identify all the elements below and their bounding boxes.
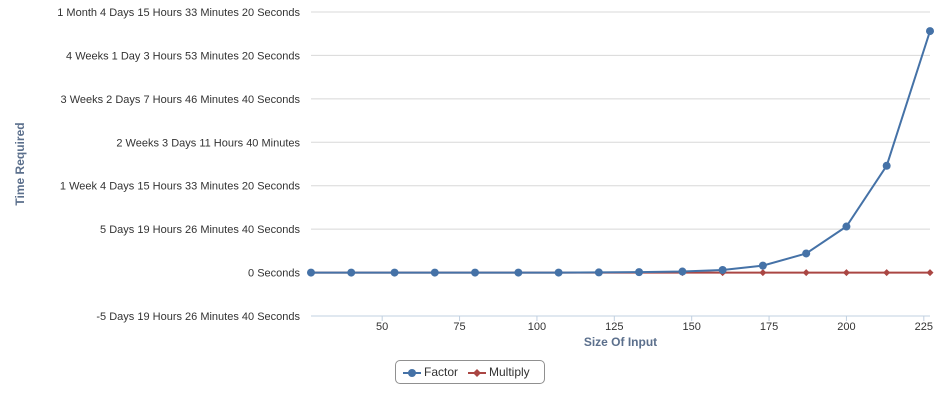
series-factor bbox=[307, 27, 934, 277]
data-point-multiply[interactable] bbox=[759, 269, 767, 277]
data-point-factor[interactable] bbox=[347, 268, 356, 277]
legend: Factor Multiply bbox=[395, 360, 545, 384]
y-axis-title: Time Required bbox=[13, 122, 27, 205]
data-point-multiply[interactable] bbox=[926, 269, 934, 277]
data-point-factor[interactable] bbox=[842, 222, 851, 231]
legend-multiply-label: Multiply bbox=[489, 365, 530, 379]
data-point-factor[interactable] bbox=[802, 249, 811, 258]
y-tick-label: 3 Weeks 2 Days 7 Hours 46 Minutes 40 Sec… bbox=[61, 94, 301, 106]
data-point-factor[interactable] bbox=[307, 268, 315, 277]
data-point-factor[interactable] bbox=[390, 268, 399, 277]
data-point-factor[interactable] bbox=[718, 265, 727, 274]
data-point-multiply[interactable] bbox=[802, 269, 810, 277]
x-tick-label: 225 bbox=[915, 321, 933, 333]
x-tick-label: 200 bbox=[837, 321, 855, 333]
data-point-factor[interactable] bbox=[678, 267, 687, 276]
y-tick-label: 1 Week 4 Days 15 Hours 33 Minutes 20 Sec… bbox=[60, 181, 301, 193]
x-tick-label: 100 bbox=[528, 321, 546, 333]
x-tick-label: 175 bbox=[760, 321, 778, 333]
legend-factor-icon bbox=[403, 369, 421, 377]
series-line-factor bbox=[311, 30, 931, 274]
data-point-factor[interactable] bbox=[471, 268, 480, 277]
gridlines bbox=[311, 11, 930, 317]
legend-factor-label: Factor bbox=[424, 365, 459, 379]
data-point-factor[interactable] bbox=[758, 261, 767, 270]
y-tick-label: 1 Month 4 Days 15 Hours 33 Minutes 20 Se… bbox=[57, 7, 300, 19]
data-point-multiply[interactable] bbox=[883, 269, 891, 277]
series-layer bbox=[307, 27, 934, 277]
data-point-factor[interactable] bbox=[554, 268, 563, 277]
y-tick-label: 4 Weeks 1 Day 3 Hours 53 Minutes 20 Seco… bbox=[66, 50, 300, 62]
y-tick-label: 0 Seconds bbox=[248, 268, 300, 280]
y-axis-tick-labels: -5 Days 19 Hours 26 Minutes 40 Seconds 0 … bbox=[57, 7, 300, 323]
x-axis-title: Size Of Input bbox=[584, 335, 657, 349]
legend-multiply-icon bbox=[468, 369, 486, 377]
x-axis-tick-labels: 50 75 100 125 150 175 200 225 bbox=[376, 316, 933, 333]
x-tick-label: 75 bbox=[453, 321, 465, 333]
data-point-factor[interactable] bbox=[594, 268, 603, 277]
x-tick-label: 150 bbox=[683, 321, 701, 333]
data-point-multiply[interactable] bbox=[842, 269, 850, 277]
y-tick-label: -5 Days 19 Hours 26 Minutes 40 Seconds bbox=[96, 311, 300, 323]
y-tick-label: 2 Weeks 3 Days 11 Hours 40 Minutes bbox=[116, 137, 300, 149]
data-point-factor[interactable] bbox=[514, 268, 523, 277]
data-point-factor[interactable] bbox=[882, 161, 891, 170]
x-tick-label: 125 bbox=[605, 321, 623, 333]
y-tick-label: 5 Days 19 Hours 26 Minutes 40 Seconds bbox=[100, 224, 300, 236]
x-tick-label: 50 bbox=[376, 321, 388, 333]
data-point-factor[interactable] bbox=[430, 268, 439, 277]
data-point-factor[interactable] bbox=[926, 27, 934, 36]
data-point-factor[interactable] bbox=[635, 268, 644, 277]
